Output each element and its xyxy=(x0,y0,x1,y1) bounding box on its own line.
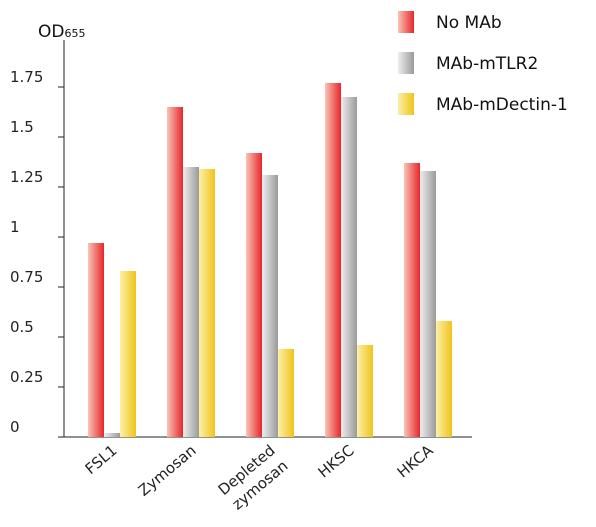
bar-mab-mtlr2-3 xyxy=(341,97,357,437)
bar-mab-mtlr2-4 xyxy=(420,171,436,437)
bar-mab-mdectin-1-2 xyxy=(278,349,294,437)
legend-swatch xyxy=(398,11,414,33)
legend-swatch xyxy=(398,93,414,115)
bar-mab-mtlr2-1 xyxy=(183,167,199,437)
bar-no-mab-2 xyxy=(246,153,262,437)
y-tick-label: 1.5 xyxy=(10,118,34,136)
y-axis-label-subscript: 655 xyxy=(64,27,85,40)
x-tick-label-group: FSL1 xyxy=(82,441,121,478)
bar-mab-mdectin-1-4 xyxy=(436,321,452,437)
bars xyxy=(88,83,452,437)
y-tick-label: 1.25 xyxy=(10,168,43,186)
y-tick-label: 0.25 xyxy=(10,368,43,386)
y-tick-label: 1 xyxy=(10,218,20,236)
bar-mab-mdectin-1-0 xyxy=(120,271,136,437)
y-axis-label-main: OD xyxy=(38,22,64,42)
x-tick-label: HKSC xyxy=(314,441,357,481)
bar-mab-mdectin-1-3 xyxy=(357,345,373,437)
y-tick-label: 0 xyxy=(10,418,20,436)
bar-mab-mdectin-1-1 xyxy=(199,169,215,437)
x-tick-label-group: Zymosan xyxy=(135,441,200,499)
legend: No MAb MAb-mTLR2 MAb-mDectin-1 xyxy=(398,11,568,115)
x-tick-label-group: HKCA xyxy=(394,441,438,482)
bar-no-mab-3 xyxy=(325,83,341,437)
legend-label: MAb-mDectin-1 xyxy=(436,95,568,115)
x-tick-label: Zymosan xyxy=(135,441,200,499)
x-tick-label: FSL1 xyxy=(82,441,121,478)
bar-mab-mtlr2-2 xyxy=(262,175,278,437)
legend-label: No MAb xyxy=(436,13,502,33)
y-axis-label: OD655 xyxy=(38,22,85,42)
x-tick-label-group: HKSC xyxy=(314,441,357,481)
legend-swatch xyxy=(398,52,414,74)
bar-mab-mtlr2-0 xyxy=(104,433,120,437)
y-tick-label: 0.5 xyxy=(10,318,34,336)
bar-no-mab-4 xyxy=(404,163,420,437)
y-tick-label: 0.75 xyxy=(10,268,43,286)
x-tick-label: HKCA xyxy=(394,441,438,482)
bar-no-mab-1 xyxy=(167,107,183,437)
axes: 0 0.25 0.5 0.75 1 1.25 1.5 1.75 xyxy=(10,40,472,438)
bar-no-mab-0 xyxy=(88,243,104,437)
y-tick-label: 1.75 xyxy=(10,68,43,86)
legend-label: MAb-mTLR2 xyxy=(436,54,538,74)
